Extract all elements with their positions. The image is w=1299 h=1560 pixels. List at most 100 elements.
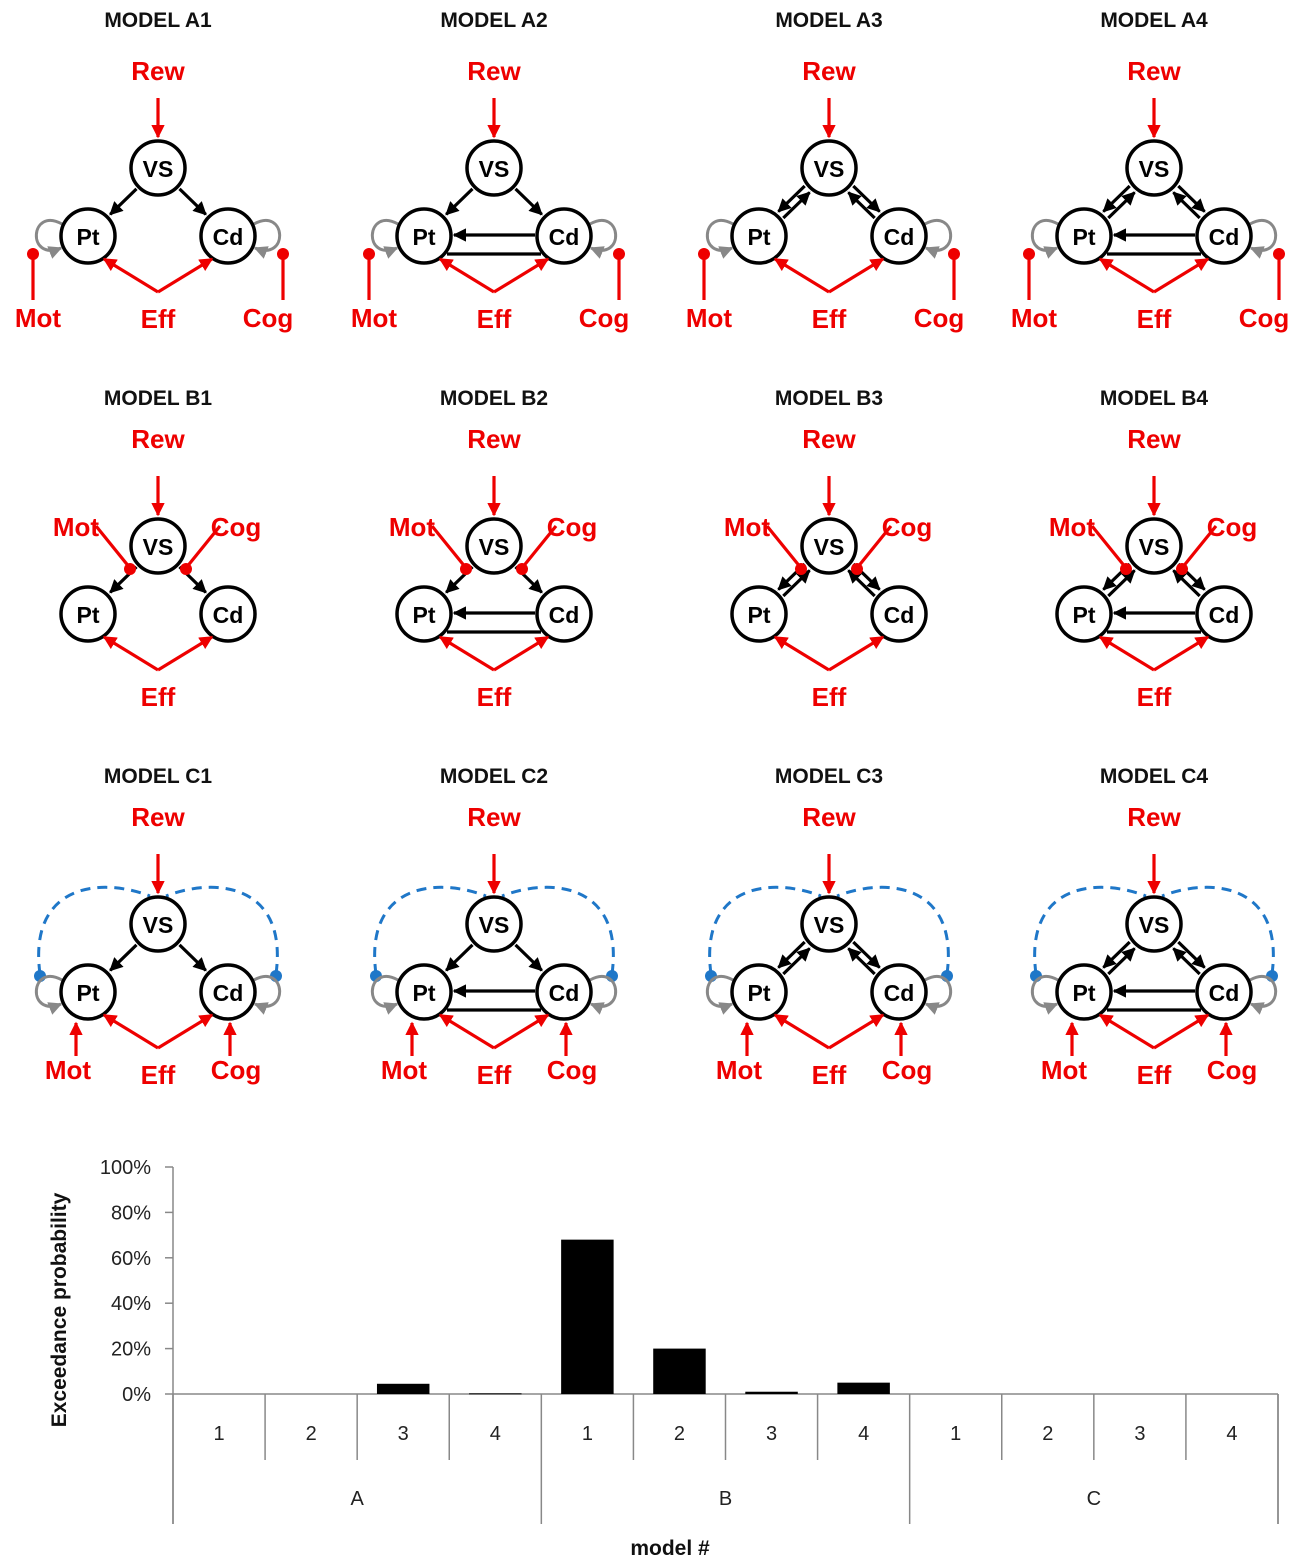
connection-vs-pt xyxy=(1102,184,1131,213)
input-eff-to-cd xyxy=(493,257,550,294)
model-diagram-model-b1: MODEL B1 VS Pt Cd Rew Eff Mot Cog xyxy=(53,387,261,712)
modulator-cog-line xyxy=(1180,524,1218,570)
input-label-eff: Eff xyxy=(477,1060,512,1090)
node-vs xyxy=(1125,895,1183,953)
input-eff-to-pt xyxy=(1098,635,1155,672)
self-loop-pt xyxy=(705,219,734,259)
self-loop-pt xyxy=(370,975,399,1015)
model-title: MODEL C1 xyxy=(104,765,212,788)
self-loop-cd xyxy=(924,975,953,1015)
input-eff-to-cd xyxy=(828,635,885,672)
input-label-rew: Rew xyxy=(467,424,521,454)
x-tick-label: 4 xyxy=(858,1423,869,1445)
input-label-rew: Rew xyxy=(802,56,856,86)
input-eff-to-cd xyxy=(157,635,214,672)
input-label-eff: Eff xyxy=(1137,1060,1172,1090)
node-vs xyxy=(800,139,858,197)
bar xyxy=(469,1393,522,1395)
connection-vs-pt xyxy=(777,940,806,969)
node-label-vs: VS xyxy=(814,912,845,938)
input-label-cog: Cog xyxy=(547,1055,598,1085)
input-label-mot: Mot xyxy=(686,303,733,333)
modulator-cog-dot xyxy=(1273,248,1285,260)
model-title: MODEL B2 xyxy=(440,387,548,410)
input-eff-to-pt xyxy=(1098,257,1155,294)
node-label-vs: VS xyxy=(814,156,845,182)
model-title: MODEL B3 xyxy=(775,387,883,410)
node-label-vs: VS xyxy=(479,156,510,182)
modulator-mot-dot xyxy=(795,563,807,575)
self-loop-pt xyxy=(370,219,399,259)
node-pt xyxy=(59,963,117,1021)
node-label-cd: Cd xyxy=(213,602,244,628)
connection-cd-vs xyxy=(1172,191,1201,220)
node-cd xyxy=(199,963,257,1021)
x-tick-label: 1 xyxy=(950,1423,961,1445)
node-label-pt: Pt xyxy=(1073,224,1096,250)
node-pt xyxy=(1055,585,1113,643)
x-tick-label: 4 xyxy=(490,1423,501,1445)
connection-cd-vs xyxy=(847,191,876,220)
connection-vs-cd xyxy=(1177,940,1206,969)
model-diagram-model-c4: MODEL C4 VS Pt Cd Rew Eff Mot Cog xyxy=(1030,765,1278,1090)
bar xyxy=(653,1348,706,1394)
node-label-cd: Cd xyxy=(1209,602,1240,628)
connection-pt-vs xyxy=(782,947,811,976)
connection-vs-pt xyxy=(109,187,138,216)
node-label-vs: VS xyxy=(479,534,510,560)
node-pt xyxy=(395,585,453,643)
connection-vs-cd xyxy=(178,187,207,216)
input-eff-to-pt xyxy=(1098,1013,1155,1050)
y-tick-label: 100% xyxy=(100,1157,151,1179)
input-label-rew: Rew xyxy=(1127,424,1181,454)
node-label-vs: VS xyxy=(1139,156,1170,182)
node-pt xyxy=(730,207,788,265)
input-label-eff: Eff xyxy=(812,304,847,334)
connection-vs-pt xyxy=(445,187,474,216)
connection-vs-pt xyxy=(445,943,474,972)
node-label-pt: Pt xyxy=(413,980,436,1006)
node-vs xyxy=(465,139,523,197)
node-pt xyxy=(1055,207,1113,265)
modulator-cog-dot xyxy=(851,563,863,575)
self-loop-pt xyxy=(705,975,734,1015)
input-label-rew: Rew xyxy=(467,802,521,832)
y-tick-label: 60% xyxy=(111,1248,151,1270)
input-eff-to-pt xyxy=(438,257,495,294)
model-diagram-model-b4: MODEL B4 VS Pt Cd Rew Eff Mot Cog xyxy=(1049,387,1257,712)
node-label-vs: VS xyxy=(1139,534,1170,560)
modulator-mot-dot xyxy=(1023,248,1035,260)
node-cd xyxy=(1195,207,1253,265)
modulator-mot-dot xyxy=(363,248,375,260)
node-pt xyxy=(730,585,788,643)
input-label-mot: Mot xyxy=(716,1055,763,1085)
model-diagram-model-b3: MODEL B3 VS Pt Cd Rew Eff Mot Cog xyxy=(724,387,932,712)
input-eff-to-pt xyxy=(438,635,495,672)
node-cd xyxy=(1195,963,1253,1021)
input-eff-to-cd xyxy=(1153,1013,1210,1050)
modulator-cog-dot xyxy=(1176,563,1188,575)
node-label-cd: Cd xyxy=(884,224,915,250)
model-diagram-model-b2: MODEL B2 VS Pt Cd Rew Eff Mot Cog xyxy=(389,387,597,712)
model-diagram-model-c3: MODEL C3 VS Pt Cd Rew Eff Mot Cog xyxy=(705,765,953,1090)
node-vs xyxy=(800,517,858,575)
node-cd xyxy=(199,585,257,643)
node-label-pt: Pt xyxy=(748,980,771,1006)
node-label-pt: Pt xyxy=(748,602,771,628)
node-label-pt: Pt xyxy=(77,602,100,628)
input-eff-to-pt xyxy=(773,257,830,294)
input-label-cog: Cog xyxy=(914,303,965,333)
input-eff-to-cd xyxy=(1153,635,1210,672)
node-cd xyxy=(535,963,593,1021)
input-eff-to-cd xyxy=(157,1013,214,1050)
x-tick-label: 4 xyxy=(1226,1423,1237,1445)
input-label-rew: Rew xyxy=(1127,802,1181,832)
input-label-eff: Eff xyxy=(1137,682,1172,712)
connection-cd-vs xyxy=(847,569,876,598)
input-label-mot: Mot xyxy=(1011,303,1058,333)
connection-vs-cd xyxy=(514,943,543,972)
connection-vs-cd xyxy=(852,184,881,213)
input-label-eff: Eff xyxy=(141,682,176,712)
node-label-vs: VS xyxy=(143,912,174,938)
